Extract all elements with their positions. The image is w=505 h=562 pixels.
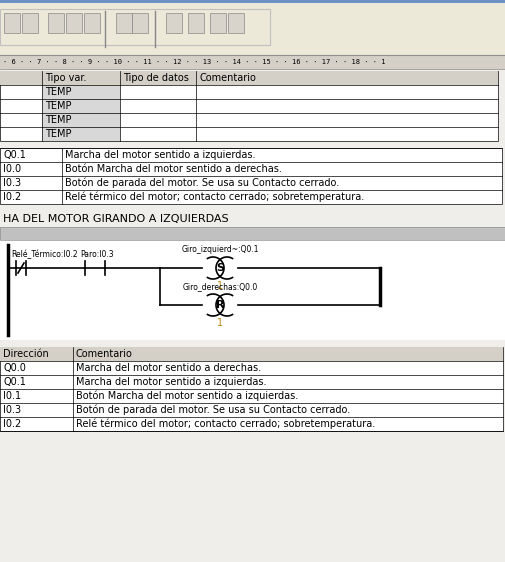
Bar <box>0 240 505 340</box>
Text: Botón de parada del motor. Se usa su Contacto cerrado.: Botón de parada del motor. Se usa su Con… <box>76 405 350 415</box>
Text: I0.3: I0.3 <box>3 405 21 415</box>
Text: S: S <box>216 263 224 273</box>
Text: TEMP: TEMP <box>45 87 72 97</box>
Text: Tipo de datos: Tipo de datos <box>123 73 189 83</box>
Bar <box>0 227 505 240</box>
Bar <box>22 13 38 33</box>
Text: Botón Marcha del motor sentido a derechas.: Botón Marcha del motor sentido a derecha… <box>65 164 282 174</box>
Bar <box>0 148 502 204</box>
Bar <box>188 13 204 33</box>
Bar <box>0 71 498 141</box>
Text: · 6 · · 7 · · 8 · · 9 · · 10 · · 11 · · 12 · · 13 · · 14 · · 15 · · 16 · · 17 · : · 6 · · 7 · · 8 · · 9 · · 10 · · 11 · · … <box>3 59 385 65</box>
Text: Marcha del motor sentido a izquierdas.: Marcha del motor sentido a izquierdas. <box>76 377 267 387</box>
Bar <box>116 13 132 33</box>
Bar <box>166 13 182 33</box>
Bar <box>0 340 505 347</box>
Text: Relé_Térmico:I0.2: Relé_Térmico:I0.2 <box>11 250 78 259</box>
Text: Giro_derechas:Q0.0: Giro_derechas:Q0.0 <box>182 282 258 291</box>
Text: Paro:I0.3: Paro:I0.3 <box>80 250 114 259</box>
Bar <box>0 9 270 45</box>
Bar <box>210 13 226 33</box>
Bar <box>48 13 64 33</box>
Bar <box>0 3 505 55</box>
Text: Comentario: Comentario <box>76 349 133 359</box>
Text: Botón Marcha del motor sentido a izquierdas.: Botón Marcha del motor sentido a izquier… <box>76 391 298 401</box>
Text: Q0.1: Q0.1 <box>3 150 26 160</box>
Text: TEMP: TEMP <box>45 101 72 111</box>
Text: I0.2: I0.2 <box>3 419 21 429</box>
Bar <box>0 55 505 69</box>
Bar <box>132 13 148 33</box>
Bar <box>0 71 498 85</box>
Bar <box>4 13 20 33</box>
Text: Q0.1: Q0.1 <box>3 377 26 387</box>
Bar <box>42 127 120 141</box>
Bar <box>0 227 505 240</box>
Text: Marcha del motor sentido a izquierdas.: Marcha del motor sentido a izquierdas. <box>65 150 256 160</box>
Bar <box>66 13 82 33</box>
Text: I0.0: I0.0 <box>3 164 21 174</box>
Text: Tipo var.: Tipo var. <box>45 73 86 83</box>
Text: Comentario: Comentario <box>199 73 256 83</box>
Text: I0.3: I0.3 <box>3 178 21 188</box>
Text: 1: 1 <box>217 318 223 328</box>
Bar <box>0 347 503 361</box>
Text: TEMP: TEMP <box>45 129 72 139</box>
Text: Botón de parada del motor. Se usa su Contacto cerrado.: Botón de parada del motor. Se usa su Con… <box>65 178 339 188</box>
Text: I0.2: I0.2 <box>3 192 21 202</box>
Bar <box>0 211 505 227</box>
Bar <box>0 0 505 3</box>
Text: R: R <box>216 300 224 310</box>
Text: Relé térmico del motor; contacto cerrado; sobretemperatura.: Relé térmico del motor; contacto cerrado… <box>76 419 375 429</box>
Bar <box>42 85 120 99</box>
Bar <box>228 13 244 33</box>
Text: TEMP: TEMP <box>45 115 72 125</box>
Text: Q0.0: Q0.0 <box>3 363 26 373</box>
Text: 1: 1 <box>217 281 223 291</box>
Text: Dirección: Dirección <box>3 349 49 359</box>
Bar <box>84 13 100 33</box>
Text: Relé térmico del motor; contacto cerrado; sobretemperatura.: Relé térmico del motor; contacto cerrado… <box>65 192 364 202</box>
Text: I0.1: I0.1 <box>3 391 21 401</box>
Text: HA DEL MOTOR GIRANDO A IZQUIERDAS: HA DEL MOTOR GIRANDO A IZQUIERDAS <box>3 214 229 224</box>
Bar <box>0 431 505 562</box>
Bar <box>0 347 503 431</box>
Bar <box>42 99 120 113</box>
Bar <box>42 113 120 127</box>
Text: Marcha del motor sentido a derechas.: Marcha del motor sentido a derechas. <box>76 363 261 373</box>
Bar <box>0 141 505 148</box>
Bar <box>0 204 505 211</box>
Text: Giro_izquierd~:Q0.1: Giro_izquierd~:Q0.1 <box>181 245 259 254</box>
Bar <box>0 69 505 562</box>
